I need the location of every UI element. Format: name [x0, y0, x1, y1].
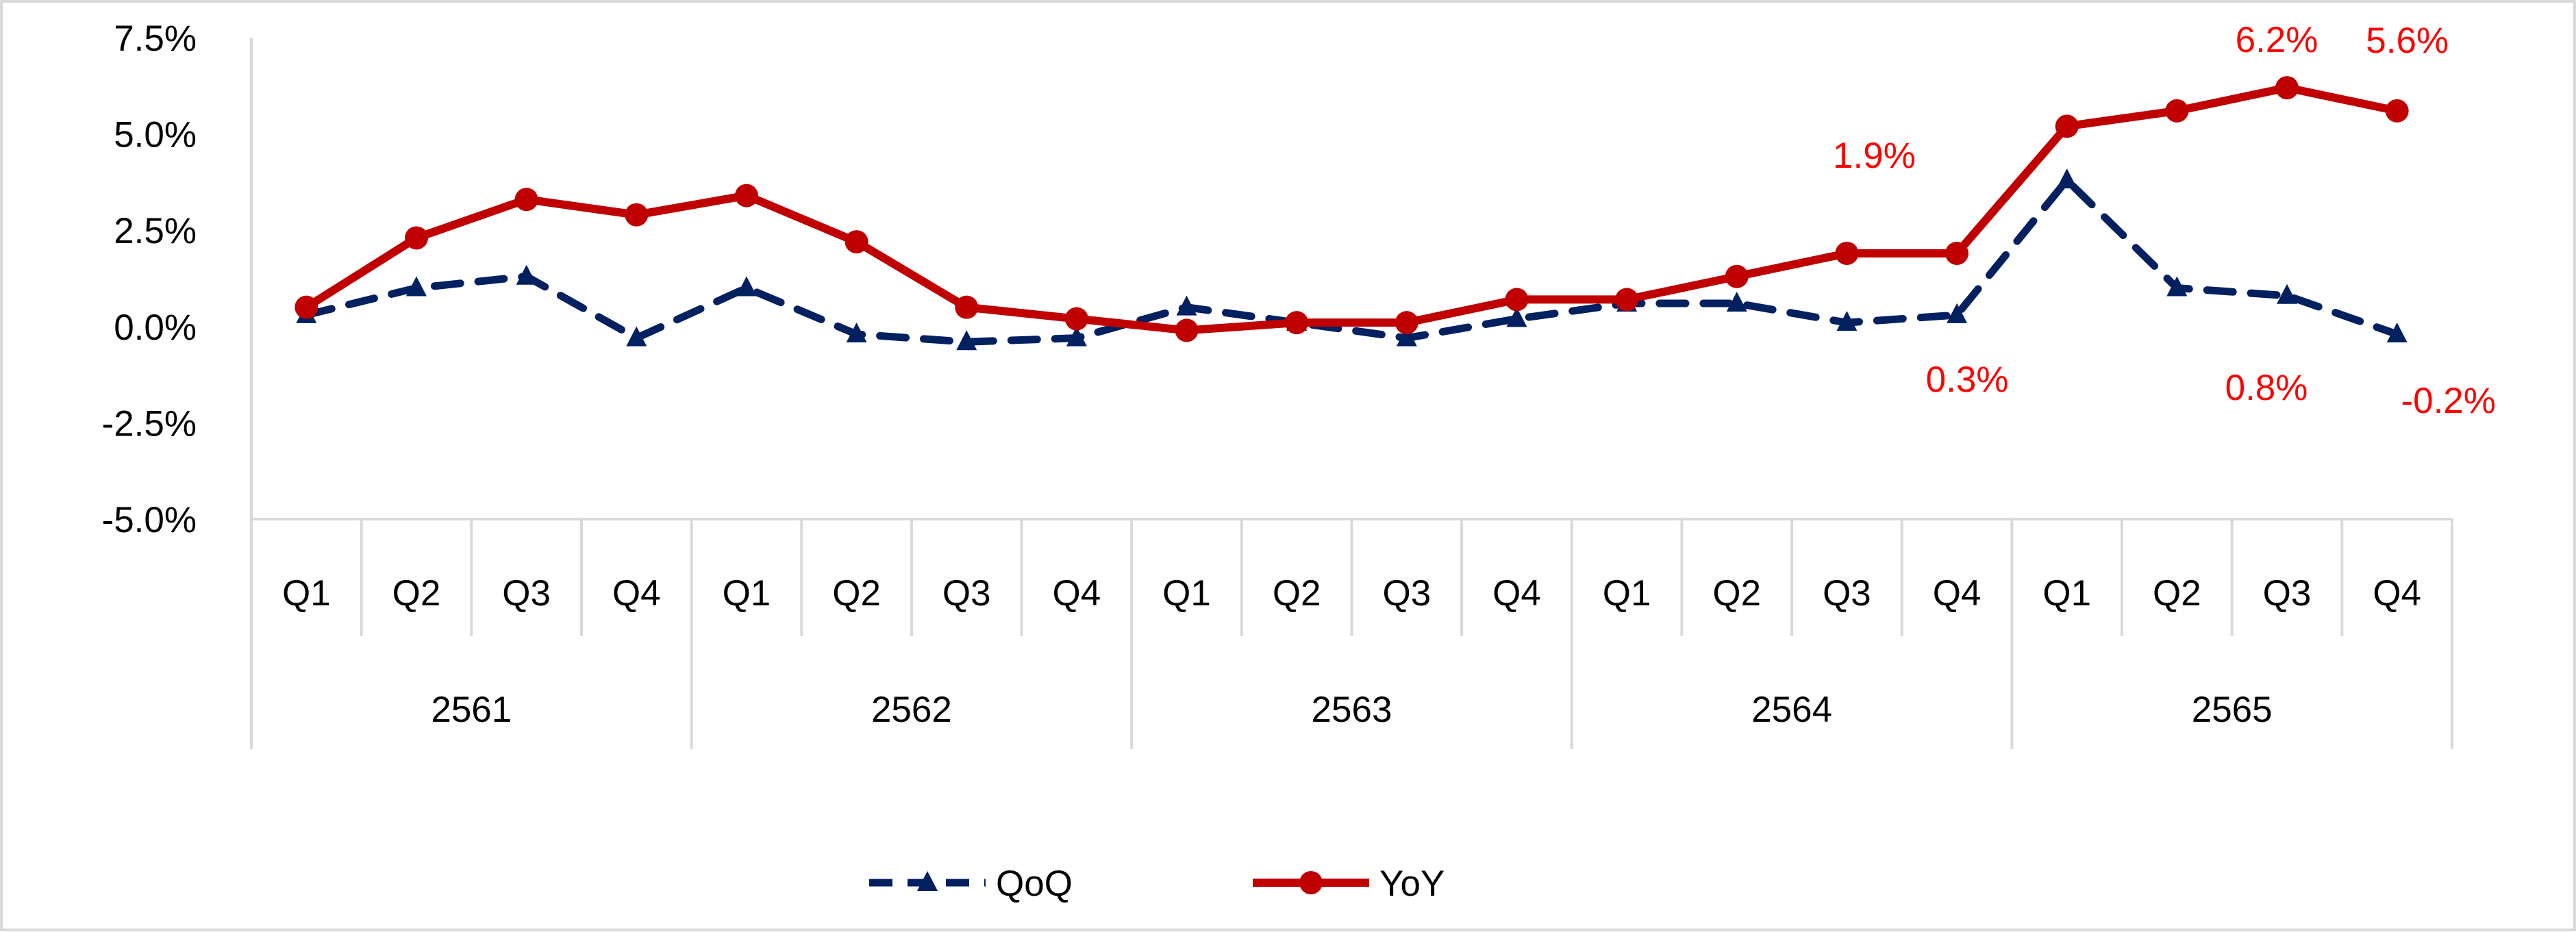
- data-point-yoy: [514, 188, 538, 212]
- x-tick-label: Q1: [282, 573, 331, 614]
- data-label: -0.2%: [2401, 381, 2495, 421]
- x-tick-label: Q3: [2263, 573, 2312, 614]
- y-tick-label: 0.0%: [114, 307, 197, 348]
- data-point-qoq: [2386, 323, 2408, 343]
- line-chart: -5.0% -2.5% 0.0% 2.5% 5.0% 7.5% Q1 Q2 Q3 Q4 Q1 Q2 Q3…: [102, 18, 2496, 904]
- x-group-label: 2561: [431, 690, 512, 730]
- x-tick-label: Q1: [1603, 573, 1651, 614]
- data-point-yoy: [1175, 318, 1199, 342]
- series-line-qoq: [302, 176, 2401, 346]
- data-point-yoy: [955, 295, 979, 319]
- y-tick-label: 7.5%: [114, 18, 197, 59]
- data-point-qoq: [1066, 326, 1087, 347]
- x-tick-label: Q2: [1273, 573, 1321, 614]
- y-tick-label: 2.5%: [114, 211, 197, 251]
- legend-label: QoQ: [996, 864, 1073, 904]
- x-tick-label: Q1: [1162, 573, 1211, 614]
- data-point-qoq: [956, 330, 977, 351]
- x-tick-label: Q2: [392, 573, 441, 614]
- data-point-qoq: [846, 323, 867, 343]
- data-point-qoq: [1947, 303, 1968, 323]
- data-point-yoy: [1285, 311, 1309, 335]
- data-point-yoy: [1064, 307, 1088, 331]
- data-point-qoq: [2166, 276, 2188, 297]
- data-label: 1.9%: [1833, 136, 1916, 176]
- data-point-yoy: [2055, 114, 2079, 138]
- y-tick-label: 5.0%: [114, 115, 197, 155]
- data-point-yoy: [295, 295, 318, 319]
- series-line-yoy: [302, 84, 2401, 335]
- data-point-yoy: [404, 226, 428, 250]
- data-point-qoq: [1176, 295, 1197, 316]
- x-group-label: 2564: [1751, 690, 1832, 730]
- data-point-yoy: [2385, 99, 2409, 123]
- data-point-qoq: [626, 326, 647, 347]
- data-point-yoy: [625, 203, 649, 227]
- x-tick-label: Q3: [942, 573, 991, 614]
- data-point-yoy: [1945, 241, 1969, 265]
- data-point-qoq: [516, 264, 537, 285]
- x-tick-label: Q2: [1712, 573, 1761, 614]
- x-tick-label: Q1: [723, 573, 771, 614]
- x-group-label: 2563: [1312, 690, 1392, 730]
- x-tick-label: Q1: [2042, 573, 2091, 614]
- data-point-yoy: [845, 230, 868, 254]
- data-point-yoy: [2165, 99, 2189, 123]
- data-point-yoy: [734, 184, 758, 207]
- data-point-qoq: [1726, 292, 1747, 312]
- data-point-qoq: [2056, 168, 2077, 189]
- x-tick-label: Q2: [832, 573, 881, 614]
- data-point-qoq: [405, 276, 427, 297]
- data-point-yoy: [1395, 311, 1418, 335]
- data-label: 5.6%: [2366, 21, 2449, 61]
- x-tick-label: Q4: [1053, 573, 1101, 614]
- data-point-qoq: [736, 276, 757, 297]
- data-label: 0.8%: [2225, 368, 2308, 408]
- x-tick-label: Q2: [2153, 573, 2201, 614]
- data-label: 6.2%: [2236, 20, 2318, 60]
- x-tick-label: Q4: [1933, 573, 1981, 614]
- legend-marker-qoq: [917, 871, 938, 891]
- x-group-label: 2565: [2192, 690, 2273, 730]
- data-point-qoq: [2277, 284, 2298, 304]
- x-tick-label: Q4: [2373, 573, 2421, 614]
- y-tick-label: -2.5%: [102, 403, 197, 444]
- data-point-qoq: [1836, 311, 1858, 331]
- data-point-yoy: [1835, 241, 1859, 265]
- x-tick-label: Q4: [612, 573, 661, 614]
- legend-label: YoY: [1379, 864, 1445, 904]
- x-tick-label: Q3: [1382, 573, 1431, 614]
- x-tick-label: Q4: [1492, 573, 1541, 614]
- data-point-yoy: [1615, 288, 1639, 312]
- data-label: 0.3%: [1926, 360, 2009, 400]
- data-point-yoy: [1725, 264, 1749, 288]
- data-point-yoy: [1505, 288, 1529, 312]
- data-point-qoq: [1506, 307, 1527, 327]
- legend-marker-yoy: [1299, 871, 1323, 894]
- data-point-qoq: [1396, 326, 1417, 347]
- x-group-label: 2562: [871, 690, 952, 730]
- data-point-yoy: [2275, 76, 2299, 100]
- x-tick-label: Q3: [502, 573, 551, 614]
- x-tick-label: Q3: [1823, 573, 1871, 614]
- y-tick-label: -5.0%: [102, 500, 197, 540]
